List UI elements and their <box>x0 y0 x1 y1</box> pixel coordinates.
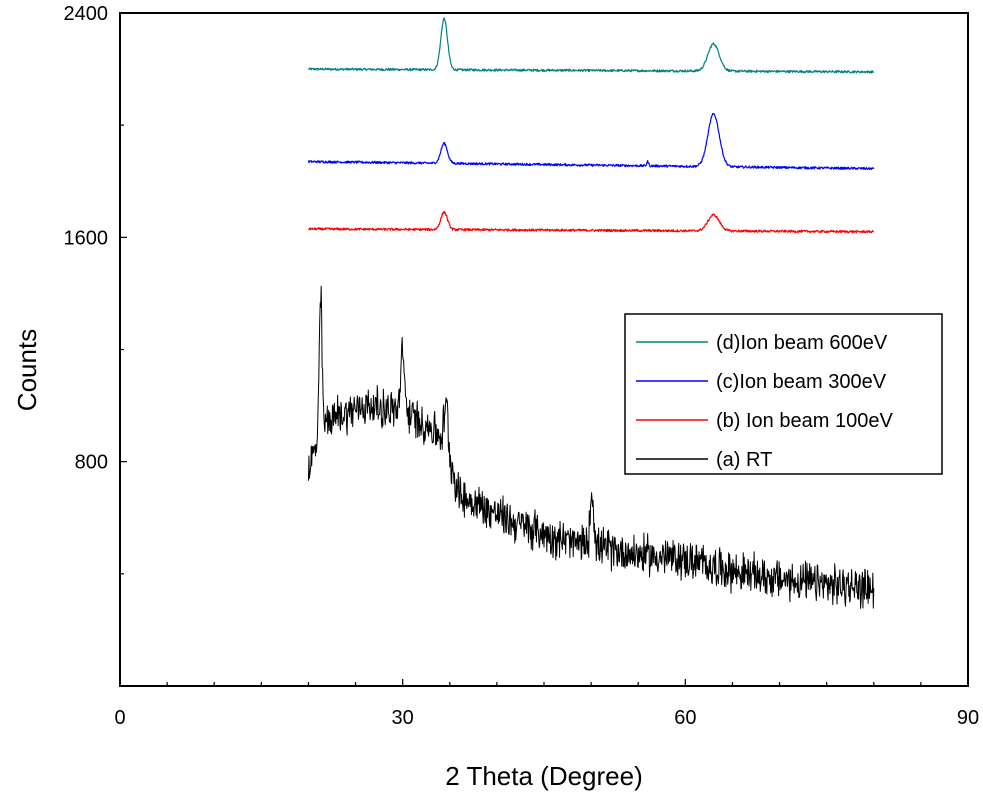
x-tick-label: 60 <box>674 707 696 729</box>
series-line <box>307 112 875 171</box>
series-group <box>307 17 875 609</box>
x-axis-ticks: 0 30 60 90 <box>114 679 979 729</box>
series-line <box>307 211 875 234</box>
x-tick-label: 30 <box>392 707 414 729</box>
x-tick-label: 0 <box>114 707 125 729</box>
legend-box <box>624 313 943 475</box>
x-tick-label: 90 <box>957 707 979 729</box>
legend-label: (d)Ion beam 600eV <box>716 332 888 354</box>
y-axis-title: Counts <box>12 329 42 411</box>
legend-label: (b) Ion beam 100eV <box>716 410 893 432</box>
series-line <box>307 17 875 74</box>
series-line <box>307 285 875 609</box>
y-tick-label: 800 <box>75 452 108 474</box>
legend-label: (c)Ion beam 300eV <box>716 371 887 393</box>
legend-label: (a) RT <box>716 449 772 471</box>
y-axis-ticks: 800 1600 2400 <box>64 3 127 687</box>
legend: (d)Ion beam 600eV (c)Ion beam 300eV (b) Io… <box>624 313 943 475</box>
x-axis-title: 2 Theta (Degree) <box>445 761 643 791</box>
y-tick-label: 2400 <box>64 3 109 25</box>
y-tick-label: 1600 <box>64 227 109 249</box>
